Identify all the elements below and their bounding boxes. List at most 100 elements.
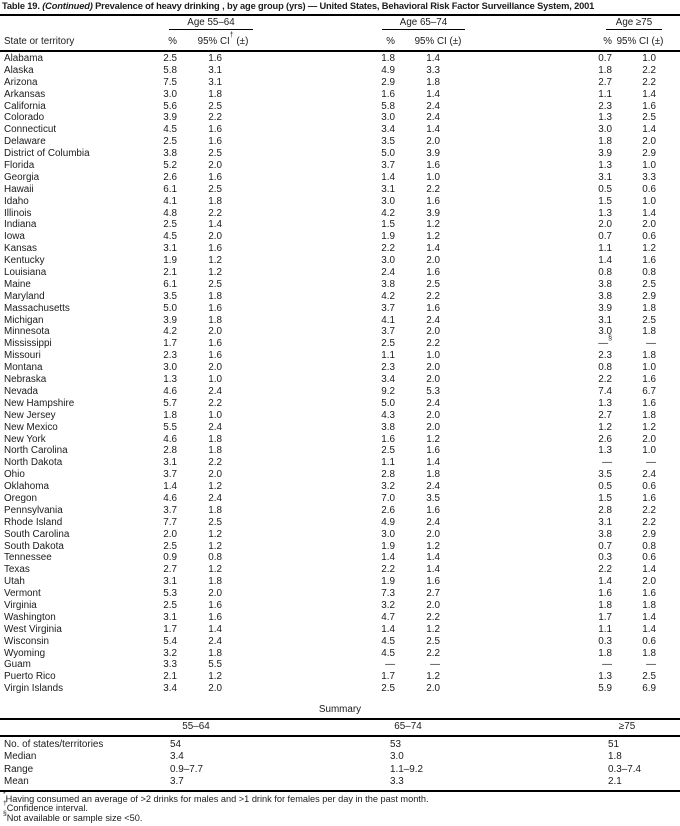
ci-75plus: 1.8 xyxy=(642,599,656,611)
pct-75plus: 0.7 xyxy=(598,540,612,552)
pct-75plus: 2.3 xyxy=(598,350,612,362)
ci-65-74: 5.3 xyxy=(426,385,440,397)
ci-65-74: 1.0 xyxy=(426,171,440,183)
pct-65-74: 3.0 xyxy=(381,195,395,207)
ci-75plus: 2.0 xyxy=(642,136,656,148)
ci-label: 95% CI xyxy=(616,36,649,47)
ci-suffix: (±) xyxy=(648,36,664,47)
ci-55-64: 1.8 xyxy=(208,433,222,445)
state-name: Arizona xyxy=(4,76,38,88)
ci-75plus: 1.0 xyxy=(642,362,656,374)
pct-65-74: 5.0 xyxy=(381,397,395,409)
pct-75plus: 2.2 xyxy=(598,374,612,386)
ci-75plus: 1.8 xyxy=(642,326,656,338)
ci-65-74: 2.4 xyxy=(426,481,440,493)
ci-55-64: 1.4 xyxy=(208,219,222,231)
pct-75plus: 1.3 xyxy=(598,397,612,409)
table-row: North Carolina 2.8 1.8 2.5 1.6 1.3 1.0 xyxy=(0,445,680,457)
pct-65-74: 2.2 xyxy=(381,564,395,576)
ci-55-64: 1.8 xyxy=(208,314,222,326)
ci-55-64: 1.2 xyxy=(208,267,222,279)
pct-65-74: 2.4 xyxy=(381,267,395,279)
ci-55-64: 1.0 xyxy=(208,409,222,421)
pct-75plus: — xyxy=(602,659,612,671)
ci-55-64: 5.5 xyxy=(208,659,222,671)
summary-value-65-74: 3.3 xyxy=(390,775,404,787)
ci-75plus: 1.8 xyxy=(642,409,656,421)
pct-65-74: 1.7 xyxy=(381,671,395,683)
table-row: Illinois 4.8 2.2 4.2 3.9 1.3 1.4 xyxy=(0,208,680,220)
pct-65-74: 4.2 xyxy=(381,290,395,302)
table-row: Georgia 2.6 1.6 1.4 1.0 3.1 3.3 xyxy=(0,172,680,184)
state-name: Nebraska xyxy=(4,374,47,386)
ci-65-74: 2.7 xyxy=(426,588,440,600)
state-name: Missouri xyxy=(4,350,41,362)
pct-55-64: 2.5 xyxy=(163,540,177,552)
ci-65-74: 2.2 xyxy=(426,290,440,302)
ci-65-74: 1.8 xyxy=(426,76,440,88)
ci-65-74: 2.0 xyxy=(426,374,440,386)
ci-75plus: 2.2 xyxy=(642,504,656,516)
ci-55-64: 1.8 xyxy=(208,88,222,100)
ci-header-75plus: 95% CI (±) xyxy=(603,36,677,47)
ci-55-64: 2.0 xyxy=(208,588,222,600)
pct-65-74: 4.9 xyxy=(381,64,395,76)
ci-55-64: 2.4 xyxy=(208,635,222,647)
pct-75plus: 1.4 xyxy=(598,255,612,267)
pct-75plus: 1.8 xyxy=(598,647,612,659)
footnote-asterisk: *Having consumed an average of >2 drinks… xyxy=(3,791,677,804)
ci-75plus: 1.4 xyxy=(642,207,656,219)
state-name: Vermont xyxy=(4,588,41,600)
pct-65-74: 3.0 xyxy=(381,112,395,124)
pct-75plus: 7.4 xyxy=(598,385,612,397)
ci-55-64: 1.6 xyxy=(208,243,222,255)
ci-75plus: 2.2 xyxy=(642,516,656,528)
pct-75plus: 1.1 xyxy=(598,88,612,100)
table-row: West Virginia 1.7 1.4 1.4 1.2 1.1 1.4 xyxy=(0,624,680,636)
table-row: South Dakota 2.5 1.2 1.9 1.2 0.7 0.8 xyxy=(0,541,680,553)
state-name: Massachusetts xyxy=(4,302,70,314)
ci-55-64: 2.0 xyxy=(208,683,222,695)
state-name: Colorado xyxy=(4,112,45,124)
ci-65-74: 1.2 xyxy=(426,540,440,552)
pct-55-64: 2.5 xyxy=(163,53,177,64)
pct-55-64: 3.4 xyxy=(163,683,177,695)
state-name: Oklahoma xyxy=(4,481,50,493)
ci-suffix: (±) xyxy=(446,36,462,47)
ci-55-64: 1.2 xyxy=(208,671,222,683)
ci-suffix: (±) xyxy=(233,36,249,47)
ci-75plus: 2.5 xyxy=(642,314,656,326)
pct-65-74: 1.9 xyxy=(381,540,395,552)
ci-65-74: 2.2 xyxy=(426,647,440,659)
pct-55-64: 3.1 xyxy=(163,611,177,623)
ci-75plus: 2.0 xyxy=(642,576,656,588)
pct-55-64: 4.6 xyxy=(163,433,177,445)
ci-65-74: 1.2 xyxy=(426,433,440,445)
pct-55-64: 5.8 xyxy=(163,64,177,76)
pct-65-74: 3.0 xyxy=(381,255,395,267)
ci-75plus: 6.7 xyxy=(642,385,656,397)
ci-75plus: — xyxy=(646,457,656,469)
state-name: Texas xyxy=(4,564,30,576)
ci-55-64: 1.2 xyxy=(208,528,222,540)
continued-label: (Continued) xyxy=(42,1,93,11)
state-name: Idaho xyxy=(4,195,29,207)
pct-55-64: 3.1 xyxy=(163,576,177,588)
pct-65-74: 2.2 xyxy=(381,243,395,255)
pct-65-74: 1.1 xyxy=(381,350,395,362)
table-row: Delaware 2.5 1.6 3.5 2.0 1.8 2.0 xyxy=(0,136,680,148)
state-name: Kentucky xyxy=(4,255,45,267)
pct-55-64: 5.4 xyxy=(163,635,177,647)
table-row: Mississippi 1.7 1.6 2.5 2.2 —§ — xyxy=(0,335,680,350)
ci-55-64: 1.6 xyxy=(208,350,222,362)
footnote-section: §Not available or sample size <50. xyxy=(3,810,677,823)
table-row: Maine 6.1 2.5 3.8 2.5 3.8 2.5 xyxy=(0,279,680,291)
pct-header-75plus: % xyxy=(603,36,612,47)
state-name: New York xyxy=(4,433,46,445)
ci-65-74: 3.9 xyxy=(426,207,440,219)
ci-75plus: 1.0 xyxy=(642,195,656,207)
ci-75plus: 1.4 xyxy=(642,88,656,100)
pct-75plus: 1.3 xyxy=(598,160,612,172)
summary-row: Mean 3.7 3.3 2.1 xyxy=(0,776,680,788)
